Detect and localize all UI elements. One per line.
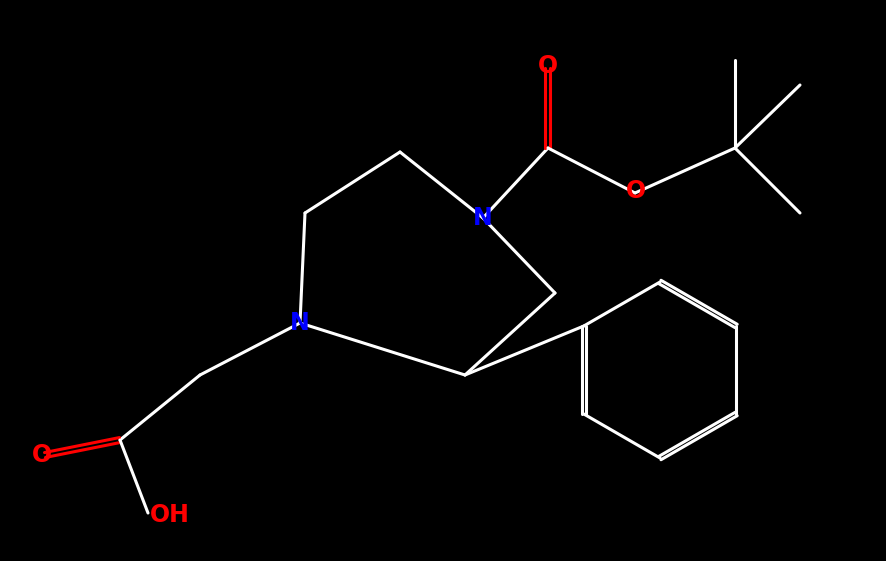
Text: OH: OH <box>150 503 190 527</box>
Text: N: N <box>473 206 493 230</box>
Text: N: N <box>290 311 310 335</box>
Text: O: O <box>626 179 646 203</box>
Text: O: O <box>32 443 52 467</box>
Text: O: O <box>538 54 558 78</box>
